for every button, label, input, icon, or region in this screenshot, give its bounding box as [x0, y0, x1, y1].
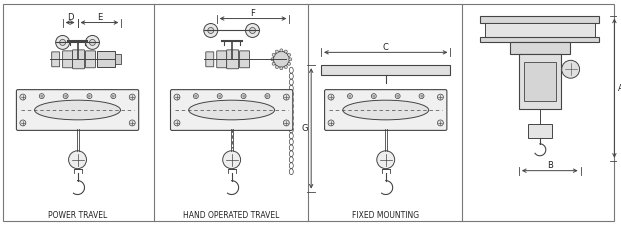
Circle shape: [87, 94, 92, 99]
Bar: [485, 22, 594, 37]
Circle shape: [223, 151, 240, 169]
Bar: [321, 65, 450, 75]
FancyBboxPatch shape: [240, 51, 250, 68]
Circle shape: [86, 36, 99, 49]
Circle shape: [63, 94, 68, 99]
Circle shape: [60, 39, 66, 45]
Circle shape: [245, 24, 260, 37]
Circle shape: [193, 94, 198, 99]
Bar: [116, 54, 121, 64]
Circle shape: [275, 65, 278, 69]
Circle shape: [328, 94, 334, 100]
Text: B: B: [547, 161, 553, 170]
Circle shape: [289, 58, 292, 61]
Bar: [97, 51, 116, 67]
Circle shape: [280, 49, 283, 52]
Bar: [524, 62, 556, 101]
FancyBboxPatch shape: [325, 90, 447, 130]
Text: HAND OPERATED TRAVEL: HAND OPERATED TRAVEL: [183, 211, 280, 220]
Text: FIXED MOUNTING: FIXED MOUNTING: [352, 211, 419, 220]
Bar: [519, 54, 561, 109]
Text: D: D: [67, 13, 73, 22]
Bar: [510, 42, 569, 54]
Text: A: A: [617, 84, 621, 93]
Circle shape: [217, 94, 222, 99]
Circle shape: [280, 67, 283, 70]
Circle shape: [283, 120, 289, 126]
Circle shape: [395, 94, 400, 99]
FancyBboxPatch shape: [16, 90, 138, 130]
Ellipse shape: [343, 100, 428, 120]
FancyBboxPatch shape: [86, 51, 96, 68]
Circle shape: [20, 94, 26, 100]
Circle shape: [284, 65, 288, 69]
Circle shape: [204, 24, 218, 37]
FancyBboxPatch shape: [171, 90, 292, 130]
Circle shape: [437, 94, 443, 100]
Circle shape: [283, 94, 289, 100]
Circle shape: [89, 39, 96, 45]
Circle shape: [265, 94, 270, 99]
Circle shape: [348, 94, 353, 99]
Circle shape: [275, 50, 278, 53]
Bar: [528, 124, 551, 138]
Circle shape: [20, 120, 26, 126]
Circle shape: [111, 94, 116, 99]
Ellipse shape: [189, 100, 274, 120]
FancyBboxPatch shape: [73, 50, 84, 69]
Circle shape: [39, 94, 44, 99]
Circle shape: [208, 27, 214, 34]
Circle shape: [271, 58, 274, 61]
Text: F: F: [251, 9, 255, 18]
Circle shape: [371, 94, 376, 99]
Circle shape: [328, 120, 334, 126]
Text: G: G: [302, 124, 309, 133]
Circle shape: [272, 53, 275, 56]
Circle shape: [284, 50, 288, 53]
Ellipse shape: [35, 100, 120, 120]
Circle shape: [419, 94, 424, 99]
FancyBboxPatch shape: [206, 52, 214, 67]
Circle shape: [288, 62, 291, 65]
Circle shape: [174, 94, 180, 100]
FancyBboxPatch shape: [217, 51, 227, 68]
Text: POWER TRAVEL: POWER TRAVEL: [48, 211, 107, 220]
FancyBboxPatch shape: [63, 51, 73, 68]
Text: E: E: [97, 13, 102, 22]
Bar: [480, 16, 599, 22]
Circle shape: [129, 94, 135, 100]
Circle shape: [129, 120, 135, 126]
Circle shape: [273, 51, 289, 67]
FancyBboxPatch shape: [52, 52, 60, 67]
Circle shape: [562, 60, 579, 78]
FancyBboxPatch shape: [227, 50, 238, 69]
Circle shape: [272, 62, 275, 65]
Circle shape: [288, 53, 291, 56]
Circle shape: [68, 151, 86, 169]
Circle shape: [56, 36, 70, 49]
Bar: [480, 37, 599, 42]
Circle shape: [241, 94, 246, 99]
Circle shape: [377, 151, 395, 169]
Circle shape: [437, 120, 443, 126]
Text: C: C: [383, 43, 389, 52]
Circle shape: [174, 120, 180, 126]
Circle shape: [250, 27, 255, 34]
